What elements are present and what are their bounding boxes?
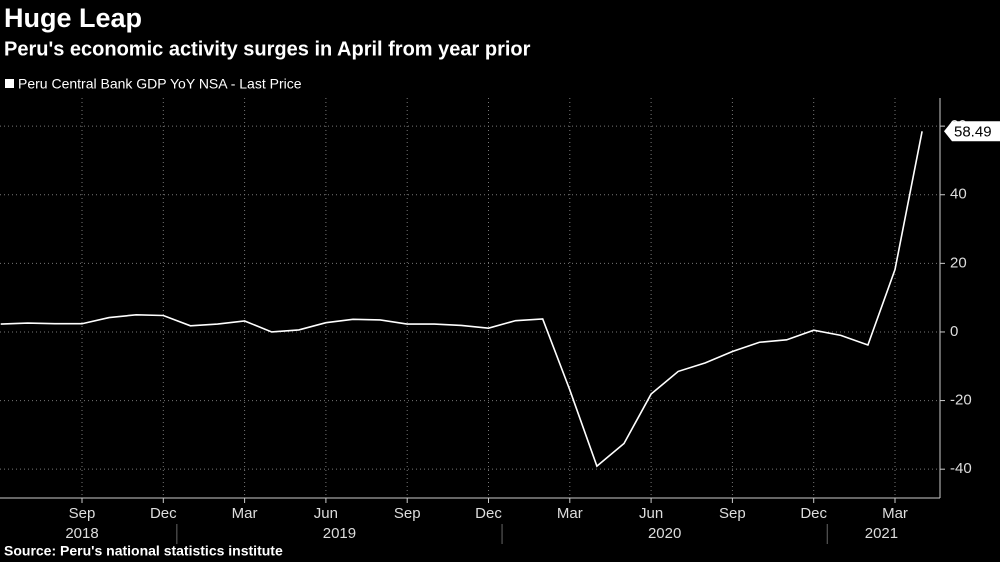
x-tick-label: Jun bbox=[639, 505, 663, 522]
y-tick-label: 20 bbox=[950, 254, 967, 271]
chart-subtitle: Peru's economic activity surges in April… bbox=[4, 38, 531, 60]
x-tick-label: Sep bbox=[69, 505, 96, 522]
x-tick-label: Dec bbox=[800, 505, 827, 522]
last-value-label: 58.49 bbox=[954, 123, 992, 140]
x-tick-label: Mar bbox=[882, 505, 908, 522]
year-label: 2018 bbox=[65, 525, 98, 542]
y-tick-label: 40 bbox=[950, 186, 967, 203]
x-tick-label: Sep bbox=[719, 505, 746, 522]
x-tick-label: Dec bbox=[475, 505, 502, 522]
x-tick-label: Dec bbox=[150, 505, 177, 522]
x-tick-label: Mar bbox=[232, 505, 258, 522]
y-tick-label: -40 bbox=[950, 460, 972, 477]
x-tick-label: Jun bbox=[314, 505, 338, 522]
x-tick-label: Mar bbox=[557, 505, 583, 522]
year-label: 2019 bbox=[323, 525, 356, 542]
year-label: 2020 bbox=[648, 525, 681, 542]
y-tick-label: -20 bbox=[950, 392, 972, 409]
x-tick-label: Sep bbox=[394, 505, 421, 522]
legend-swatch bbox=[5, 79, 14, 88]
source: Source: Peru's national statistics insti… bbox=[4, 543, 283, 559]
y-tick-label: 0 bbox=[950, 323, 958, 340]
line bbox=[0, 131, 923, 468]
chart-title: Huge Leap bbox=[4, 3, 142, 33]
year-label: 2021 bbox=[865, 525, 898, 542]
legend-label: Peru Central Bank GDP YoY NSA - Last Pri… bbox=[18, 76, 302, 92]
last-value-box bbox=[944, 121, 1000, 142]
